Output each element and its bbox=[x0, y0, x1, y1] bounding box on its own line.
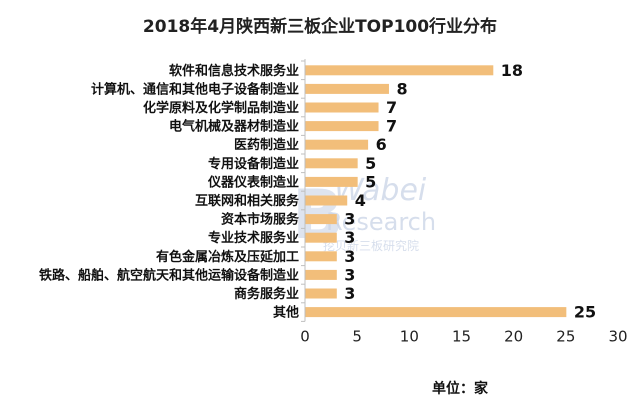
category-label: 软件和信息技术服务业 bbox=[169, 63, 299, 79]
data-label: 7 bbox=[386, 98, 397, 117]
watermark-line2: Research bbox=[326, 208, 436, 236]
category-label: 互联网和相关服务 bbox=[195, 193, 300, 209]
data-label: 3 bbox=[344, 247, 355, 266]
bar bbox=[305, 65, 494, 76]
bar bbox=[305, 139, 369, 150]
bar bbox=[305, 288, 337, 299]
data-label: 3 bbox=[344, 228, 355, 247]
category-label: 仪器仪表制造业 bbox=[207, 174, 299, 190]
plot-area: 软件和信息技术服务业 18 计算机、通信和其他电子设备制造业 8 化学原料及化学制品制造… bbox=[38, 59, 628, 345]
data-label: 6 bbox=[376, 135, 387, 154]
category-label: 计算机、通信和其他电子设备制造业 bbox=[91, 81, 299, 97]
data-label: 5 bbox=[365, 172, 376, 191]
watermark: B Wabei Research 挖贝新三板研究院 bbox=[292, 173, 436, 255]
data-label: 7 bbox=[386, 117, 397, 136]
bar bbox=[305, 176, 358, 187]
category-label: 医药制造业 bbox=[234, 137, 299, 153]
bar bbox=[305, 307, 567, 318]
bar bbox=[305, 158, 358, 169]
category-label: 专业技术服务业 bbox=[208, 230, 299, 246]
data-label: 3 bbox=[344, 284, 355, 303]
data-label: 25 bbox=[574, 303, 596, 322]
x-tick-label: 15 bbox=[452, 327, 471, 345]
category-label: 专用设备制造业 bbox=[208, 156, 299, 172]
category-label: 商务服务业 bbox=[234, 286, 299, 302]
data-label: 3 bbox=[344, 210, 355, 229]
watermark-line3: 挖贝新三板研究院 bbox=[323, 238, 419, 253]
category-label: 有色金属冶炼及压延加工 bbox=[156, 249, 299, 265]
data-label: 18 bbox=[501, 61, 523, 80]
data-label: 5 bbox=[365, 154, 376, 173]
data-label: 4 bbox=[355, 191, 366, 210]
chart-title: 2018年4月陕西新三板企业TOP100行业分布 bbox=[143, 16, 497, 37]
x-tick-label: 25 bbox=[556, 327, 575, 345]
x-tick-label: 10 bbox=[400, 327, 419, 345]
category-label: 资本市场服务 bbox=[221, 212, 300, 228]
bar bbox=[305, 83, 389, 94]
category-label: 其他 bbox=[273, 305, 299, 321]
bar bbox=[305, 269, 337, 280]
category-label: 铁路、船舶、航空航天和其他运输设备制造业 bbox=[38, 267, 299, 283]
bar bbox=[305, 121, 379, 132]
x-tick-label: 20 bbox=[504, 327, 523, 345]
category-label: 电气机械及器材制造业 bbox=[169, 119, 299, 135]
x-tick-label: 0 bbox=[300, 327, 310, 345]
x-tick-label: 30 bbox=[608, 327, 627, 345]
x-axis-unit-label: 单位：家 bbox=[432, 380, 489, 397]
data-label: 3 bbox=[344, 265, 355, 284]
data-label: 8 bbox=[396, 79, 407, 98]
category-label: 化学原料及化学制品制造业 bbox=[143, 100, 299, 116]
bar bbox=[305, 195, 348, 206]
x-tick-label: 5 bbox=[352, 327, 362, 345]
bar bbox=[305, 214, 337, 225]
bar bbox=[305, 102, 379, 113]
bar bbox=[305, 232, 337, 243]
bar bbox=[305, 251, 337, 262]
